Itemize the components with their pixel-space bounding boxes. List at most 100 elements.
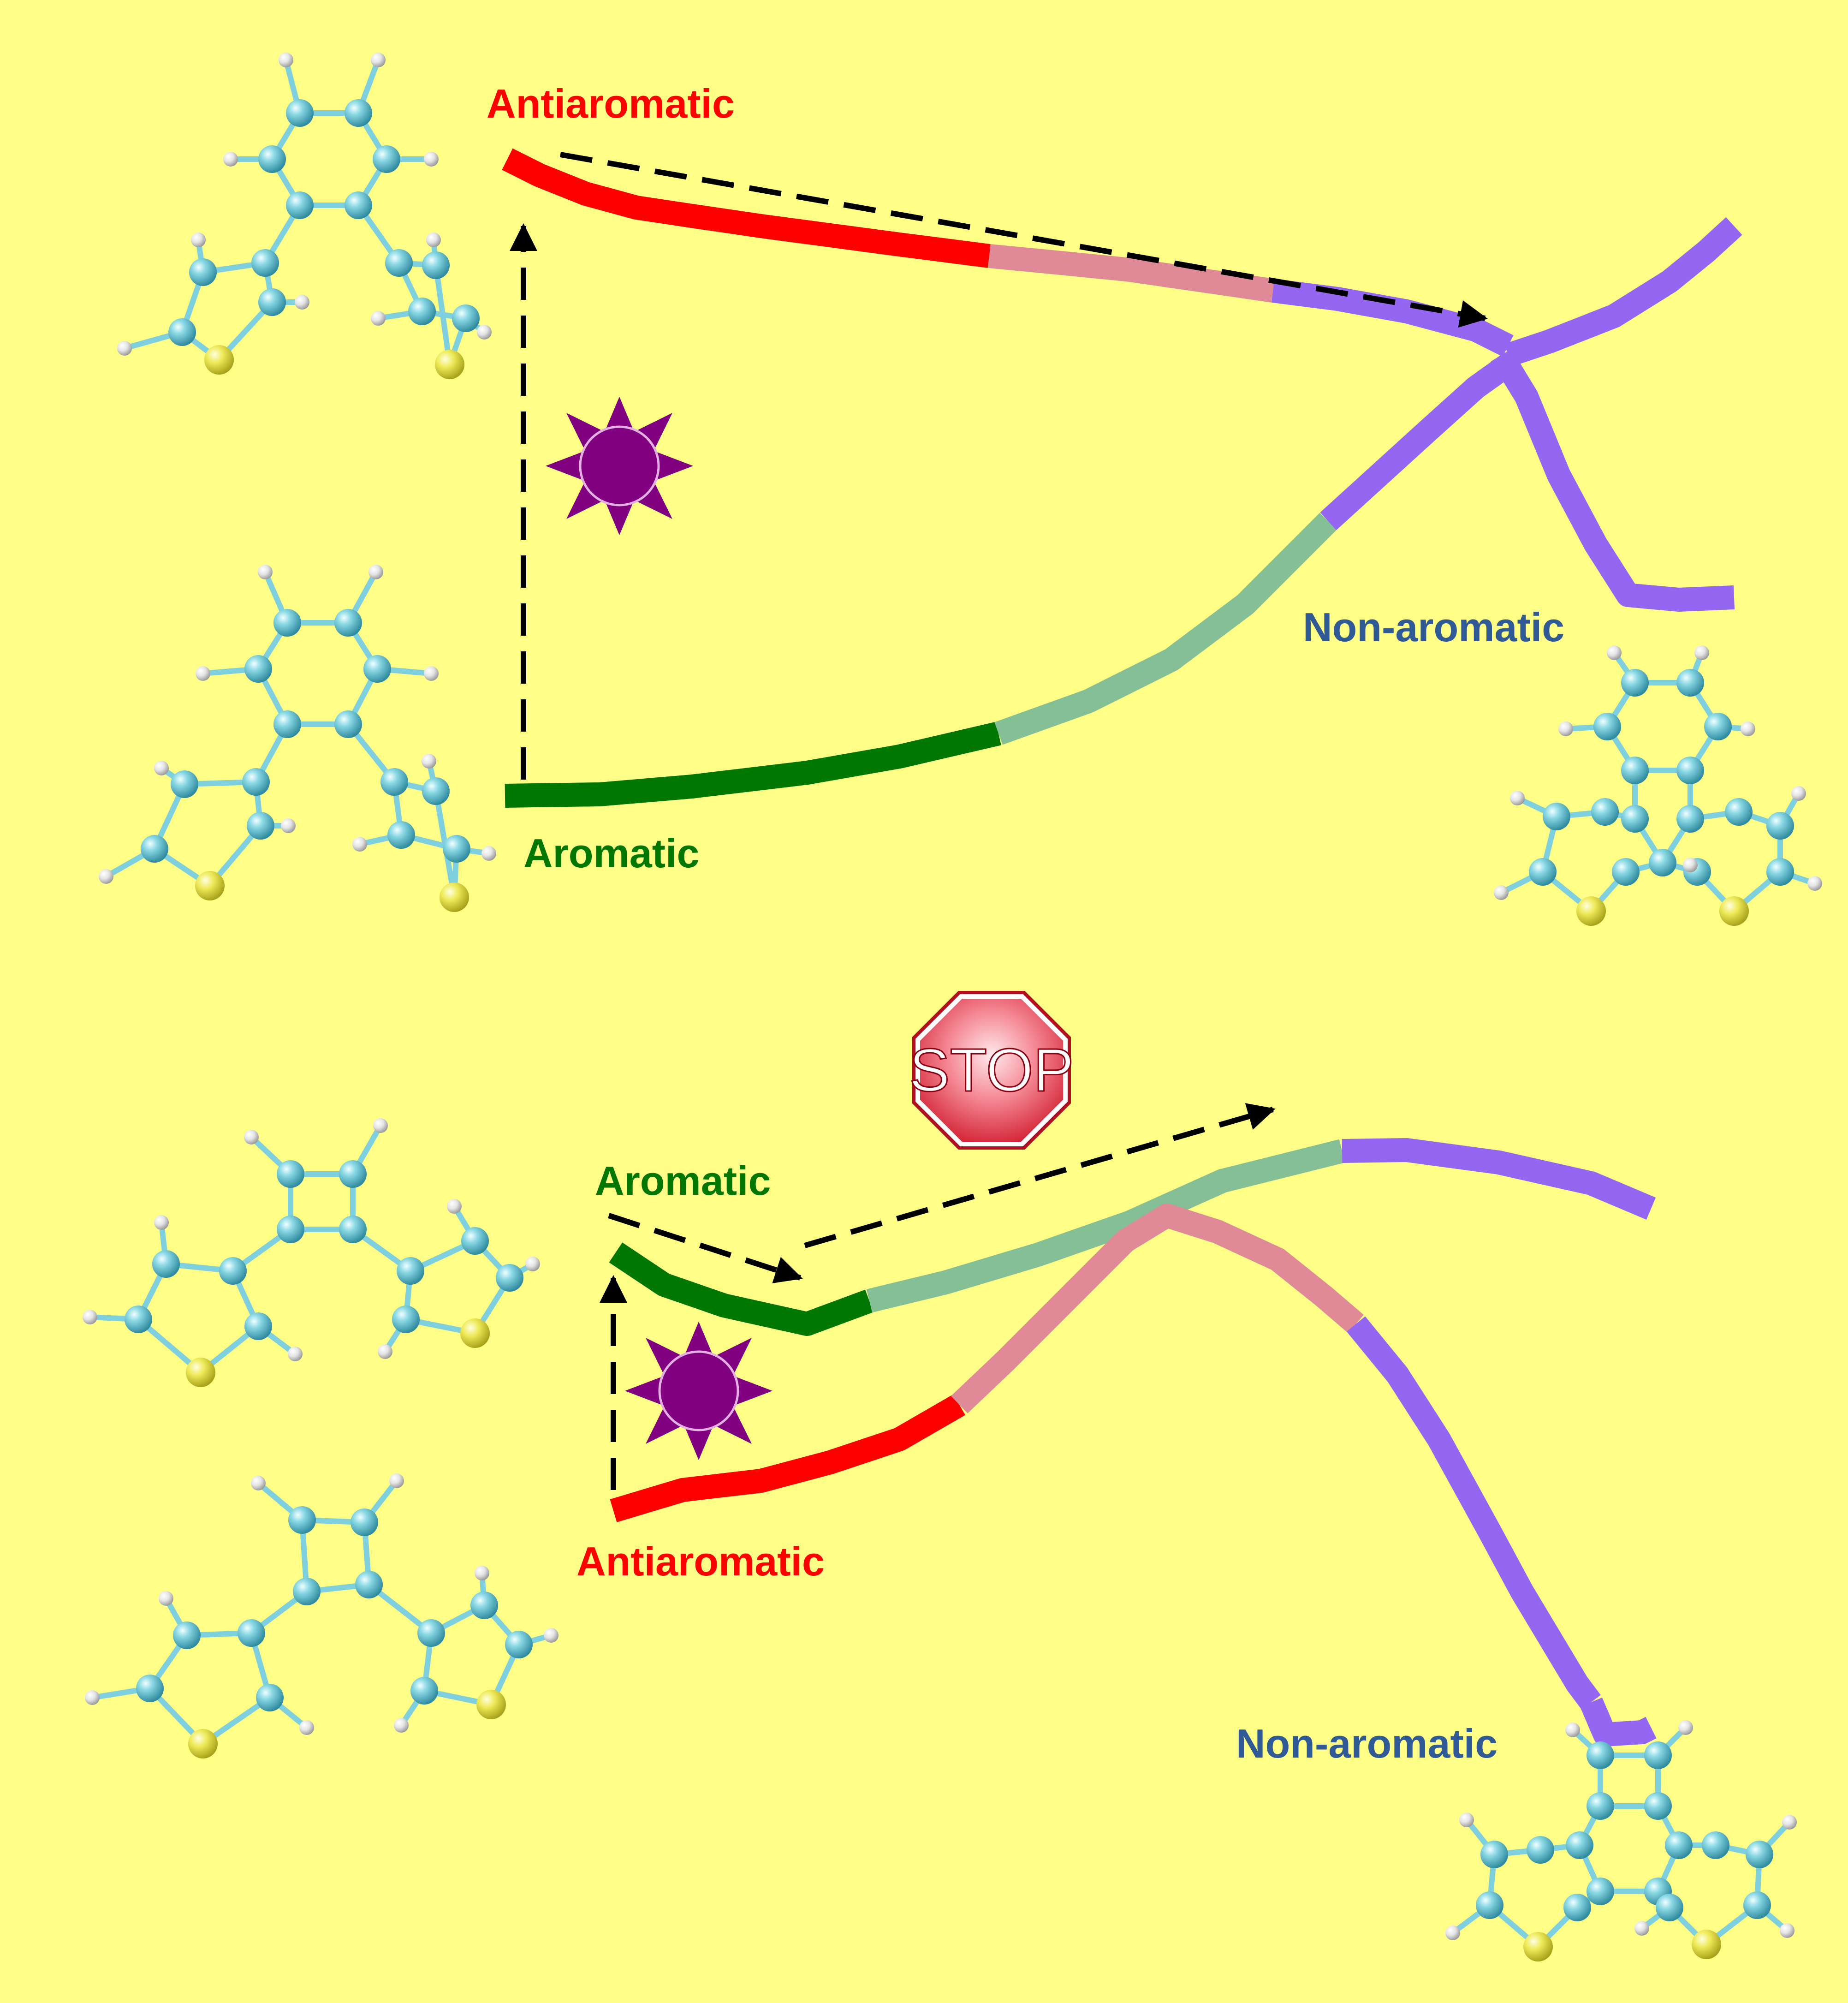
hydrogen-atom [477,325,492,340]
sulfur-atom [195,871,225,900]
hydrogen-atom [1558,721,1573,736]
molecule-aromatic-six-ring [99,565,496,912]
panel-six-membered: Antiaromatic Aromatic Non-aromatic [99,53,1822,926]
hydrogen-atom [83,1310,97,1324]
carbon-atom [470,1592,498,1619]
antiaromatic-state-curve [502,148,1514,357]
carbon-atom [345,191,372,219]
carbon-atom [258,288,286,316]
hydrogen-atom [279,53,293,67]
hydrogen-atom [371,53,386,67]
hydrogen-atom [426,232,441,247]
molecule-antiaromatic-four-ring [85,1473,559,1759]
hydrogen-atom [1780,1923,1795,1938]
carbon-atom [242,768,270,796]
carbon-atom [1743,1891,1771,1919]
molecule-non-aromatic-six-ring [1494,645,1822,926]
hydrogen-atom [1683,858,1698,872]
antiaromatic-segment [502,148,991,268]
label-antiaromatic-top: Antiaromatic [487,81,735,126]
hydrogen-atom [85,1690,100,1705]
sulfur-atom [1523,1932,1553,1961]
hydrogen-atom [117,341,132,356]
carbon-atom [258,145,286,173]
sun-icon [546,397,693,535]
carbon-atom [1566,1831,1593,1859]
carbon-atom [1766,812,1794,840]
sulfur-atom [435,350,464,379]
carbon-atom [1621,805,1649,833]
antiaromatic-segment [610,1394,965,1522]
label-antiaromatic-bottom: Antiaromatic [576,1538,825,1584]
carbon-atom [339,1216,367,1243]
label-aromatic-top: Aromatic [523,830,699,876]
carbon-atom [1563,1894,1591,1921]
carbon-atom [1766,858,1794,886]
carbon-atom [189,258,217,286]
non-aromatic-segment-upper-left [1271,279,1514,357]
carbon-atom [345,99,372,127]
carbon-atom [408,298,436,325]
carbon-atom [380,768,408,796]
hydrogen-atom [1459,1812,1474,1827]
carbon-atom [219,1257,247,1285]
stop-sign-text: STOP [909,1036,1074,1104]
hydrogen-atom [251,1476,266,1490]
carbon-atom [1676,805,1704,833]
hydrogen-atom [1791,786,1806,801]
carbon-atom [1621,757,1649,784]
hydrogen-atom [258,565,273,579]
carbon-atom [1656,1894,1683,1921]
carbon-atom [256,1684,284,1711]
carbon-atom [251,249,279,277]
hydrogen-atom [447,1199,462,1214]
carbon-atom [171,770,198,798]
hydrogen-atom [1782,1815,1797,1830]
carbon-atom [334,609,362,637]
carbon-atom [1480,1841,1508,1868]
carbon-atom [1591,798,1619,826]
carbon-atom [293,1578,321,1605]
carbon-atom [385,249,413,277]
hydrogen-atom [159,1591,173,1606]
carbon-atom [273,710,301,738]
carbon-atom [373,145,400,173]
hydrogen-atom [424,666,439,681]
carbon-atom [1587,1878,1614,1905]
carbon-atom [1644,1741,1672,1769]
hydrogen-atom [1807,876,1822,891]
carbon-atom [1665,1831,1693,1859]
bond [433,262,452,367]
non-aromatic-segment-descending [1346,1316,1601,1710]
carbon-atom [452,304,480,332]
carbon-atom [1644,1792,1672,1820]
sulfur-atom [440,882,469,912]
stop-sign-icon: STOP [909,991,1075,1150]
aromatic-state-curve-lower [609,1138,1656,1336]
carbon-atom [136,1675,164,1702]
hydrogen-atom [424,152,439,167]
hydrogen-atom [378,1344,392,1359]
sulfur-atom [186,1358,215,1387]
hydrogen-atom [281,818,296,833]
carbon-atom [387,821,415,849]
carbon-atom [141,835,168,863]
hydrogen-atom [1565,1723,1580,1737]
carbon-atom [1746,1841,1773,1868]
carbon-atom [244,1312,272,1340]
carbon-atom [410,1677,438,1705]
carbon-atom [355,1571,383,1598]
hydrogen-atom [373,1118,388,1133]
carbon-atom [1621,669,1649,697]
carbon-atom [505,1631,533,1658]
carbon-atom [286,99,314,127]
hydrogen-atom [481,846,496,861]
carbon-atom [1587,1741,1614,1769]
carbon-atom [334,710,362,738]
carbon-atom [277,1216,304,1243]
blocked-path-arrow [804,1103,1276,1248]
hydrogen-atom [394,1718,409,1733]
carbon-atom [443,835,470,863]
aromatic-faded-segment [994,513,1337,745]
